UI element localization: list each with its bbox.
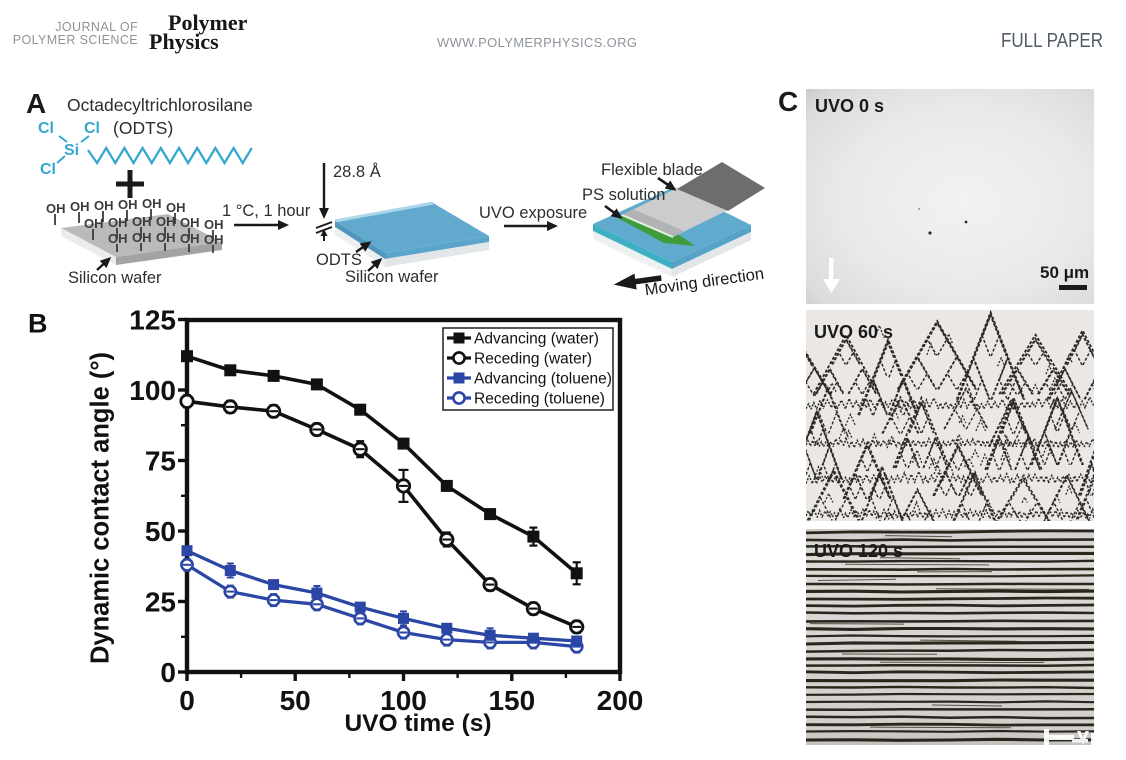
svg-text:50: 50 xyxy=(145,516,176,547)
svg-text:Cl: Cl xyxy=(38,120,54,137)
svg-text:UVO exposure: UVO exposure xyxy=(479,204,587,222)
svg-text:Receding (toluene): Receding (toluene) xyxy=(474,391,605,408)
svg-text:Dynamic contact angle (°): Dynamic contact angle (°) xyxy=(87,352,115,664)
svg-text:A: A xyxy=(26,88,46,119)
svg-text:OH: OH xyxy=(142,196,162,211)
svg-text:UVO 0 s: UVO 0 s xyxy=(815,96,884,116)
svg-text:PS solution: PS solution xyxy=(582,186,665,204)
svg-text:OH: OH xyxy=(94,198,114,213)
svg-text:OH: OH xyxy=(156,214,176,229)
svg-text:75: 75 xyxy=(145,446,176,477)
svg-text:50: 50 xyxy=(280,685,311,716)
svg-text:(ODTS): (ODTS) xyxy=(113,118,173,138)
svg-text:150: 150 xyxy=(488,685,535,716)
svg-text:Silicon wafer: Silicon wafer xyxy=(345,268,439,286)
svg-text:OH: OH xyxy=(108,215,128,230)
svg-text:OH: OH xyxy=(180,231,200,246)
svg-text:Receding (water): Receding (water) xyxy=(474,351,592,368)
svg-text:Cl: Cl xyxy=(84,120,100,137)
svg-text:OH: OH xyxy=(132,214,152,229)
svg-text:OH: OH xyxy=(204,232,224,247)
svg-text:0: 0 xyxy=(179,685,195,716)
svg-text:125: 125 xyxy=(129,305,176,336)
svg-text:UVO 120 s: UVO 120 s xyxy=(814,541,903,561)
svg-text:ODTS: ODTS xyxy=(316,251,362,269)
svg-text:100: 100 xyxy=(380,685,427,716)
svg-text:OH: OH xyxy=(84,216,104,231)
svg-text:50 μm: 50 μm xyxy=(1040,263,1089,282)
svg-text:1 °C, 1 hour: 1 °C, 1 hour xyxy=(222,202,311,220)
svg-text:25: 25 xyxy=(145,587,176,618)
svg-text:OH: OH xyxy=(132,230,152,245)
svg-text:Octadecyltrichlorosilane: Octadecyltrichlorosilane xyxy=(67,95,253,115)
svg-text:OH: OH xyxy=(108,231,128,246)
svg-text:B: B xyxy=(28,309,48,339)
svg-text:200: 200 xyxy=(597,685,644,716)
svg-text:Si: Si xyxy=(64,142,79,159)
svg-text:OH: OH xyxy=(118,197,138,212)
svg-text:OH: OH xyxy=(46,201,66,216)
svg-text:UVO time (s): UVO time (s) xyxy=(344,710,491,737)
svg-text:0: 0 xyxy=(160,657,176,688)
svg-text:UVO 60 s: UVO 60 s xyxy=(814,322,893,342)
svg-text:OH: OH xyxy=(156,230,176,245)
svg-text:28.8 Å: 28.8 Å xyxy=(333,162,381,181)
svg-text:OH: OH xyxy=(70,199,90,214)
svg-text:OH: OH xyxy=(204,217,224,232)
svg-text:Advancing (toluene): Advancing (toluene) xyxy=(474,371,612,388)
svg-text:OH: OH xyxy=(166,200,186,215)
svg-text:Flexible blade: Flexible blade xyxy=(601,161,703,179)
svg-text:100: 100 xyxy=(129,375,176,406)
svg-text:Silicon wafer: Silicon wafer xyxy=(68,269,162,287)
svg-text:Advancing (water): Advancing (water) xyxy=(474,331,599,348)
svg-text:Cl: Cl xyxy=(40,161,56,178)
svg-text:OH: OH xyxy=(180,215,200,230)
